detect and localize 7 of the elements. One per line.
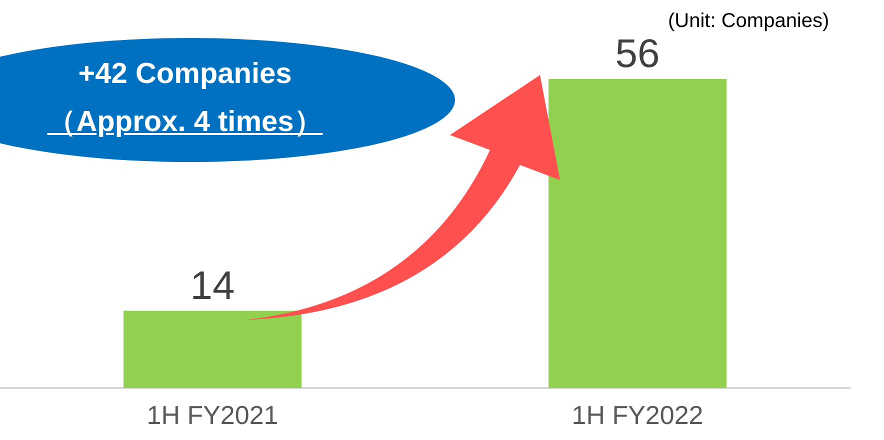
annotation: +42 Companies xyxy=(78,58,292,91)
data-label: 14 xyxy=(190,264,235,308)
data-label: 56 xyxy=(615,32,660,76)
annotation: （Approx. 4 times） xyxy=(47,105,323,140)
text: (Unit: Companies) xyxy=(668,10,830,33)
x-tick-label: 1H FY2021 xyxy=(146,400,278,430)
x-tick-label: 1H FY2022 xyxy=(572,400,704,430)
